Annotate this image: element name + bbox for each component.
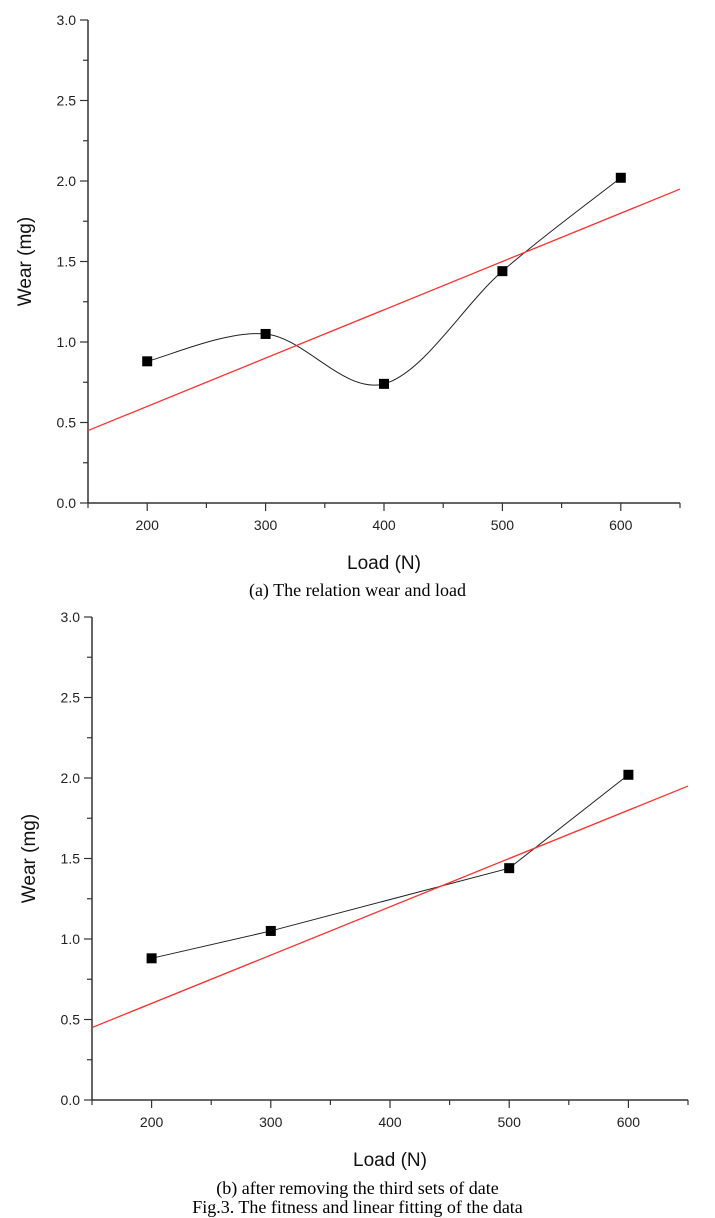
data-point (497, 266, 508, 277)
data-point (615, 172, 626, 183)
figure-caption: Fig.3. The fitness and linear fitting of… (192, 1197, 523, 1217)
y-tick-label: 2.0 (57, 173, 77, 189)
data-point (146, 953, 157, 964)
y-tick-label: 0.0 (57, 495, 77, 511)
y-tick-label: 2.5 (57, 93, 77, 109)
linear-fit-line (87, 188, 681, 432)
y-tick-label: 0.5 (57, 415, 77, 431)
x-tick-label: 300 (254, 517, 278, 533)
y-tick-label: 0.5 (61, 1012, 81, 1028)
x-tick-label: 600 (617, 1114, 641, 1130)
y-tick-label: 1.5 (61, 851, 81, 867)
x-tick-label: 200 (140, 1114, 164, 1130)
y-tick-label: 0.0 (61, 1092, 81, 1108)
y-tick-label: 1.0 (57, 334, 77, 350)
x-tick-label: 200 (136, 517, 160, 533)
y-tick-label: 2.0 (61, 770, 81, 786)
data-point (623, 769, 634, 780)
y-axis-label: Wear (mg) (19, 814, 40, 903)
x-tick-label: 500 (491, 517, 515, 533)
x-axis-label: Load (N) (353, 1150, 427, 1171)
data-point (504, 863, 515, 874)
y-tick-label: 2.5 (61, 690, 81, 706)
linear-fit-line (91, 785, 689, 1029)
caption-b: (b) after removing the third sets of dat… (216, 1178, 499, 1198)
data-point (265, 925, 276, 936)
y-tick-label: 1.0 (61, 931, 81, 947)
x-tick-label: 400 (372, 517, 396, 533)
data-point (260, 328, 271, 339)
y-axis-label: Wear (mg) (15, 217, 36, 306)
chart-b: 0.0 0.5 1.0 1.5 2.0 2.5 3.0 200 300 400 500 600 Load… (19, 609, 689, 1171)
data-point (379, 378, 389, 389)
y-tick-label: 3.0 (57, 12, 77, 28)
x-tick-label: 400 (378, 1114, 402, 1130)
data-line (151, 774, 629, 959)
data-point (142, 356, 153, 367)
x-tick-label: 500 (498, 1114, 522, 1130)
y-tick-label: 3.0 (61, 609, 81, 625)
y-tick-label: 1.5 (57, 254, 77, 270)
chart-a: 0.0 0.5 1.0 1.5 2.0 2.5 3.0 200 300 400 500 600 Load… (15, 12, 681, 574)
x-tick-label: 600 (609, 517, 633, 533)
x-axis-label: Load (N) (347, 553, 421, 574)
x-tick-label: 300 (259, 1114, 283, 1130)
caption-a: (a) The relation wear and load (248, 580, 467, 600)
